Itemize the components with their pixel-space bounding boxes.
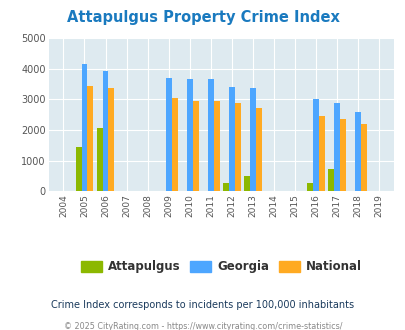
Bar	[306, 183, 312, 191]
Legend: Attapulgus, Georgia, National: Attapulgus, Georgia, National	[76, 256, 366, 278]
Bar	[318, 116, 324, 191]
Bar	[207, 80, 213, 191]
Bar	[354, 112, 360, 191]
Bar	[192, 101, 198, 191]
Bar	[249, 88, 255, 191]
Bar	[360, 123, 366, 191]
Bar	[234, 103, 240, 191]
Bar	[165, 79, 171, 191]
Bar	[213, 102, 219, 191]
Bar	[243, 176, 249, 191]
Bar	[186, 80, 192, 191]
Bar	[102, 71, 108, 191]
Bar	[87, 85, 93, 191]
Bar	[327, 169, 333, 191]
Bar	[222, 183, 228, 191]
Bar	[312, 99, 318, 191]
Bar	[339, 119, 345, 191]
Bar	[255, 108, 261, 191]
Bar	[81, 64, 87, 191]
Text: © 2025 CityRating.com - https://www.cityrating.com/crime-statistics/: © 2025 CityRating.com - https://www.city…	[64, 322, 341, 330]
Text: Crime Index corresponds to incidents per 100,000 inhabitants: Crime Index corresponds to incidents per…	[51, 300, 354, 310]
Text: Attapulgus Property Crime Index: Attapulgus Property Crime Index	[66, 10, 339, 25]
Bar	[96, 128, 102, 191]
Bar	[228, 87, 234, 191]
Bar	[108, 88, 114, 191]
Bar	[171, 98, 177, 191]
Bar	[75, 147, 81, 191]
Bar	[333, 103, 339, 191]
